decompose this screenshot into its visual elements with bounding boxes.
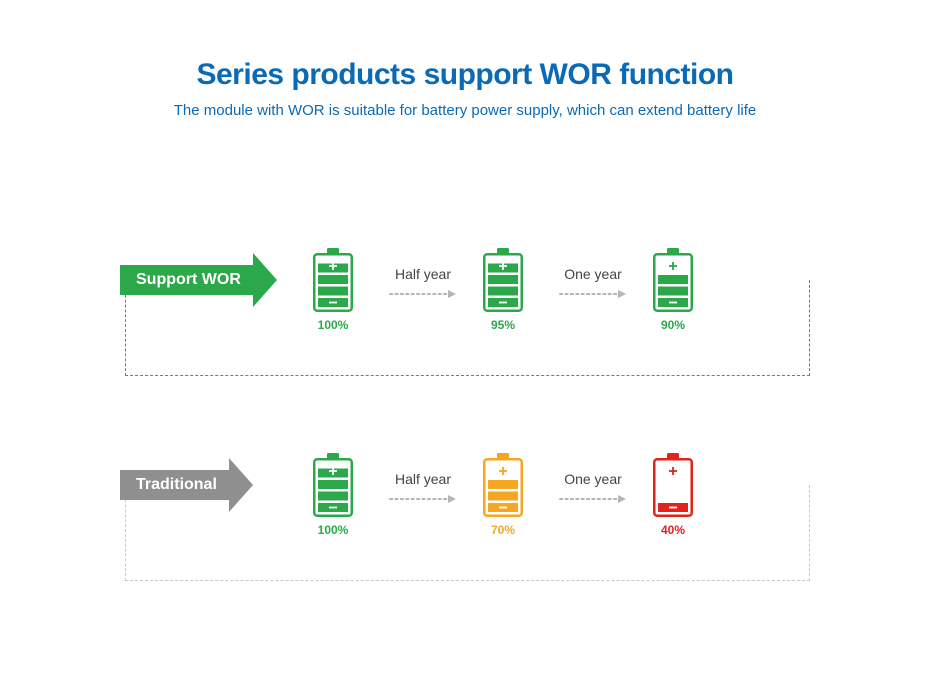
- battery-group: 90%: [643, 248, 703, 332]
- dotted-arrow-icon: [388, 289, 458, 299]
- battery-icon: [483, 453, 523, 517]
- battery-icon: [653, 248, 693, 312]
- interval-label: One year: [548, 266, 638, 282]
- interval-label: One year: [548, 471, 638, 487]
- battery-pct: 100%: [303, 523, 363, 537]
- dotted-arrow-icon: [558, 494, 628, 504]
- interval-label: Half year: [378, 471, 468, 487]
- interval-group: One year: [548, 471, 638, 509]
- battery-icon: [313, 453, 353, 517]
- page-subtitle: The module with WOR is suitable for batt…: [0, 102, 930, 119]
- row-label-text: Support WOR: [120, 265, 253, 295]
- battery-icon: [483, 248, 523, 312]
- row-label-text: Traditional: [120, 470, 229, 500]
- dotted-arrow-icon: [558, 289, 628, 299]
- interval-group: One year: [548, 266, 638, 304]
- battery-pct: 40%: [643, 523, 703, 537]
- battery-pct: 90%: [643, 318, 703, 332]
- interval-label: Half year: [378, 266, 468, 282]
- page-title: Series products support WOR function: [0, 58, 930, 92]
- battery-icon: [653, 453, 693, 517]
- battery-group: 100%: [303, 453, 363, 537]
- row-label-arrow: Traditional: [120, 470, 253, 500]
- interval-group: Half year: [378, 266, 468, 304]
- dotted-arrow-icon: [388, 494, 458, 504]
- battery-pct: 70%: [473, 523, 533, 537]
- arrow-head-icon: [229, 458, 253, 512]
- battery-group: 95%: [473, 248, 533, 332]
- battery-pct: 100%: [303, 318, 363, 332]
- battery-icon: [313, 248, 353, 312]
- interval-group: Half year: [378, 471, 468, 509]
- arrow-head-icon: [253, 253, 277, 307]
- battery-pct: 95%: [473, 318, 533, 332]
- battery-group: 70%: [473, 453, 533, 537]
- row-label-arrow: Support WOR: [120, 265, 277, 295]
- battery-group: 40%: [643, 453, 703, 537]
- battery-group: 100%: [303, 248, 363, 332]
